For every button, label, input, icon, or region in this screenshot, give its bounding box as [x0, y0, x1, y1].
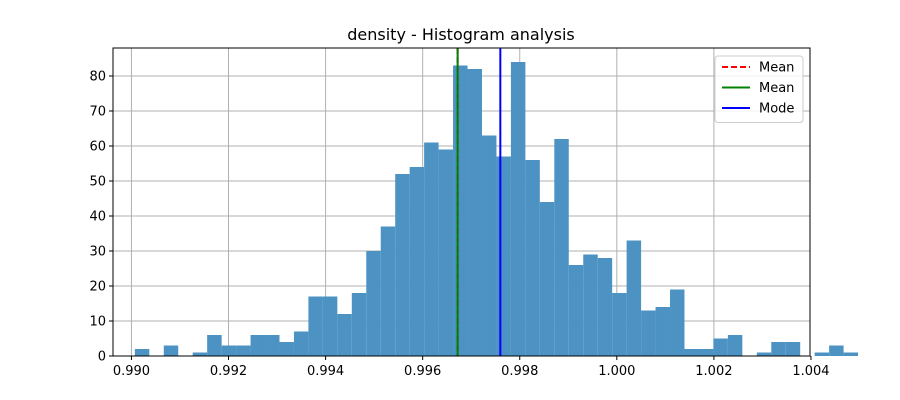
histogram-bars [134, 62, 859, 356]
histogram-bar [612, 293, 627, 356]
x-tick-label: 0.994 [307, 364, 344, 379]
legend-label: Mean [759, 81, 794, 96]
y-tick-label: 50 [89, 175, 106, 190]
histogram-bar [554, 139, 569, 356]
x-tick-label: 0.996 [404, 364, 441, 379]
x-tick-label: 0.990 [113, 364, 150, 379]
histogram-bar [829, 345, 844, 356]
histogram-bar [481, 135, 497, 356]
histogram-bar [670, 289, 685, 356]
plot-frame [112, 47, 811, 357]
histogram-bar [785, 342, 801, 356]
histogram-bar [308, 296, 323, 356]
histogram-bar [293, 331, 309, 356]
histogram-bar [756, 352, 772, 356]
histogram-bar [409, 167, 425, 356]
histogram-bar [510, 62, 526, 356]
histogram-bar [453, 65, 468, 356]
histogram-bar [438, 149, 454, 356]
histogram-bar [380, 226, 396, 356]
histogram-bar [655, 307, 671, 356]
histogram-bar [366, 251, 381, 356]
histogram-bar [843, 352, 859, 356]
histogram-bar [814, 352, 830, 356]
x-tick-label: 1.004 [792, 364, 829, 379]
legend-label: Mean [759, 61, 794, 76]
x-tick-label: 1.000 [598, 364, 635, 379]
histogram-bar [568, 265, 584, 356]
histogram-bar [192, 352, 208, 356]
histogram-bar [163, 345, 179, 356]
histogram-bar [684, 349, 699, 356]
y-tick-label: 80 [89, 70, 106, 85]
histogram-bar [221, 345, 237, 356]
histogram-bar [467, 69, 482, 356]
histogram-bar [713, 338, 728, 356]
histogram-bar [539, 202, 555, 356]
chart-title: density - Histogram analysis [347, 25, 574, 44]
histogram-bar [771, 342, 786, 356]
y-tick-label: 10 [89, 315, 106, 330]
x-tick-label: 1.002 [695, 364, 732, 379]
histogram-bar [583, 254, 598, 356]
legend-box [714, 55, 804, 123]
reference-lines [456, 48, 502, 356]
histogram-bar [337, 314, 352, 356]
x-tick-label: 0.992 [210, 364, 247, 379]
histogram-bar [134, 349, 150, 356]
y-tick-label: 0 [98, 350, 106, 365]
histogram-bar [322, 296, 338, 356]
x-tick-label: 0.998 [501, 364, 538, 379]
histogram-bar [698, 349, 714, 356]
y-tick-label: 20 [89, 280, 106, 295]
histogram-bar [626, 240, 642, 356]
histogram-bar [395, 174, 410, 356]
y-axis-ticks: 0 10 20 30 40 50 60 70 80 [89, 70, 113, 365]
histogram-bar [424, 142, 439, 356]
y-tick-label: 60 [89, 140, 106, 155]
legend-label: Mode [759, 102, 794, 117]
histogram-bar [207, 335, 222, 356]
histogram-bar [279, 342, 294, 356]
y-tick-label: 70 [89, 105, 106, 120]
histogram-bar [250, 335, 266, 356]
y-tick-label: 30 [89, 245, 106, 260]
histogram-bar [727, 335, 743, 356]
legend: Mean Mean Mode [714, 55, 804, 123]
histogram-bar [525, 160, 540, 356]
histogram-bar [236, 345, 251, 356]
histogram-bar [265, 335, 280, 356]
histogram-bar [597, 258, 613, 356]
x-axis-ticks: 0.990 0.992 0.994 0.996 0.998 1.000 1.002 1.004 [113, 356, 830, 379]
histogram-bar [496, 156, 511, 356]
y-tick-label: 40 [89, 210, 106, 225]
histogram-bar [641, 310, 656, 356]
histogram-bar [351, 293, 367, 356]
